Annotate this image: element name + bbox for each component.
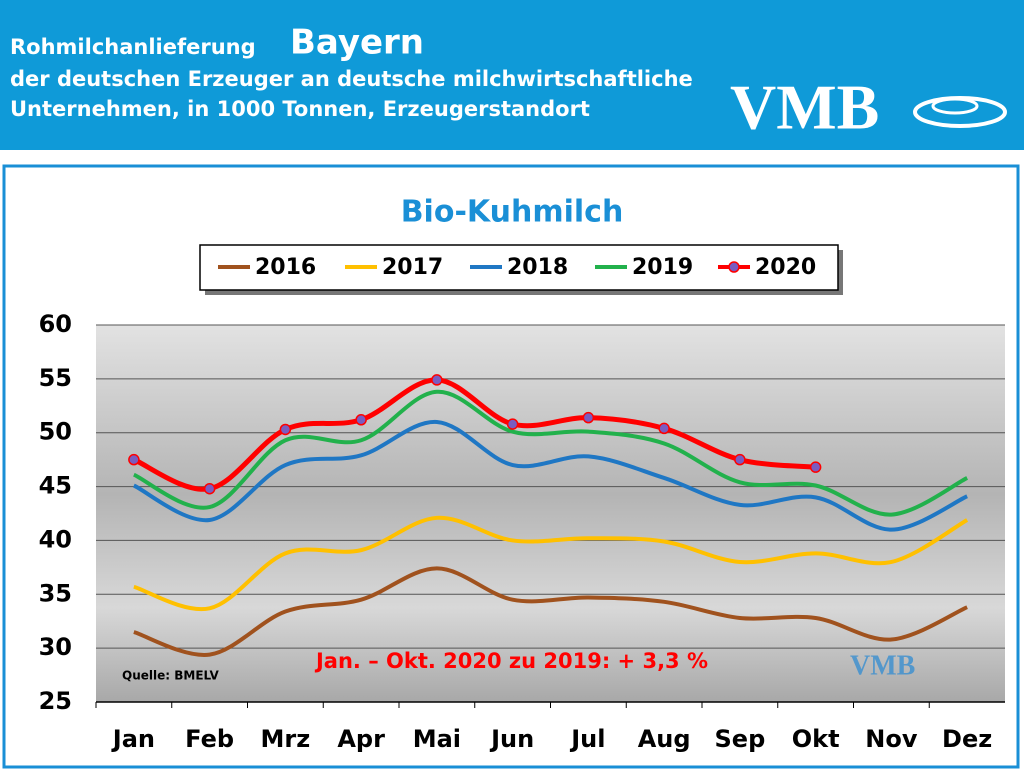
marker [203,482,216,495]
legend-label: 2017 [382,255,443,280]
line [133,566,968,657]
logo-swirl [931,97,979,115]
marker [506,418,519,430]
marker [431,374,443,386]
y-tick-label: 35 [39,579,72,607]
x-tick-label: Mai [413,725,461,753]
y-tick-label: 40 [39,525,72,553]
marker [582,411,595,424]
y-tick-label: 60 [39,310,72,338]
x-tick-label: Aug [638,725,691,753]
logo: VMB [730,72,879,143]
legend-label: 2019 [632,255,693,280]
x-tick-label: Feb [185,725,234,753]
x-tick-label: Nov [865,725,918,753]
source: Quelle: BMELV [122,669,220,683]
line [132,377,816,492]
y-tick-label: 55 [39,364,72,392]
header-title: Rohmilchanlieferung [10,35,256,59]
x-tick-label: Mrz [261,725,311,753]
y-tick-label: 45 [39,472,72,500]
marker [734,453,746,466]
marker [279,423,292,436]
x-tick-label: Dez [942,725,992,753]
watermark: VMB [850,650,915,681]
line [132,419,968,532]
x-tick-label: Jun [489,725,534,753]
x-tick-label: Okt [792,725,840,753]
chart-title: Bio-Kuhmilch [401,195,624,230]
y-tick-label: 30 [39,633,72,661]
marker [128,453,140,466]
legend-label: 2016 [255,255,316,280]
legend-marker [728,261,740,273]
legend-label: 2020 [755,255,816,280]
annotation: Jan. – Okt. 2020 zu 2019: + 3,3 % [314,649,708,673]
x-tick-label: Apr [337,725,385,753]
header-region: Bayern [290,23,424,63]
marker [809,461,822,473]
plot: 25 30 35 40 45 50 55 60 Jan Feb Mrz Apr Mai Jun Jul Aug… [39,310,1005,753]
y-tick-label: 25 [39,687,72,715]
x-tick-label: Sep [715,725,766,753]
line [132,389,969,517]
marker [355,414,367,426]
line [133,515,969,612]
x-tick-label: Jul [569,725,605,753]
y-tick-label: 50 [39,418,72,446]
x-tick-label: Jan [111,725,155,753]
header-line: der deutschen Erzeuger an deutsche milch… [10,67,693,91]
marker [658,422,670,435]
header-line: Unternehmen, in 1000 Tonnen, Erzeugersta… [10,97,590,121]
legend-label: 2018 [507,255,568,280]
header-banner [0,0,1024,150]
